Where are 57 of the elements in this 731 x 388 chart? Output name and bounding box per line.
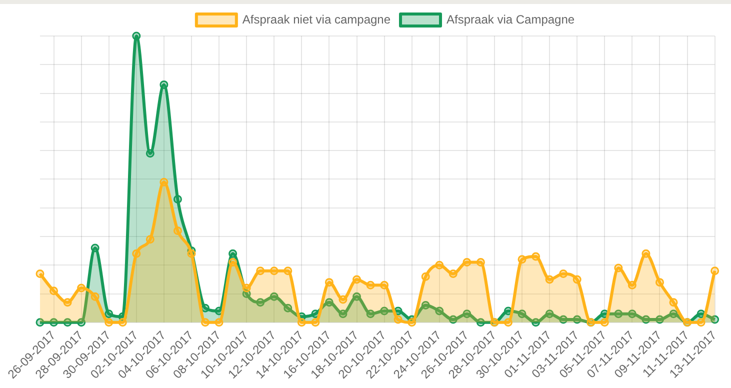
point	[408, 318, 416, 327]
point	[146, 149, 154, 158]
legend-label: Afspraak via Campagne	[446, 12, 575, 26]
point	[559, 269, 568, 278]
point	[50, 286, 58, 296]
point	[284, 266, 292, 276]
point	[518, 255, 526, 264]
point	[173, 226, 182, 236]
point	[710, 266, 720, 276]
point	[435, 260, 444, 270]
point	[366, 280, 375, 290]
point	[352, 275, 361, 284]
point	[545, 275, 554, 284]
point	[104, 318, 114, 327]
point	[173, 195, 182, 204]
point	[669, 298, 678, 307]
point	[214, 318, 224, 327]
legend-label: Afspraak niet via campagne	[242, 12, 391, 26]
point	[201, 304, 210, 312]
point	[448, 269, 458, 278]
point	[36, 269, 44, 278]
point	[104, 310, 114, 318]
point	[160, 178, 168, 186]
point	[311, 318, 320, 327]
point	[504, 318, 512, 327]
point	[324, 278, 334, 287]
point	[132, 32, 141, 40]
point	[572, 275, 582, 284]
point	[297, 318, 306, 327]
point	[394, 315, 402, 324]
point	[270, 266, 278, 276]
point	[63, 298, 72, 307]
point	[201, 318, 210, 327]
point	[532, 252, 540, 261]
point	[160, 80, 168, 89]
point	[187, 249, 196, 258]
point	[421, 272, 430, 281]
point	[77, 284, 86, 292]
point	[228, 258, 238, 267]
point	[242, 284, 251, 292]
point	[628, 280, 636, 290]
point	[696, 318, 706, 327]
point	[380, 280, 389, 290]
point	[338, 295, 348, 304]
point	[146, 235, 154, 244]
point	[655, 278, 664, 287]
point	[118, 318, 127, 327]
point	[90, 292, 100, 301]
point	[600, 318, 609, 327]
point	[132, 249, 141, 258]
point	[228, 249, 238, 258]
point	[256, 266, 265, 276]
point	[614, 264, 623, 272]
point	[90, 244, 100, 252]
point	[462, 258, 472, 267]
point	[642, 249, 650, 258]
point	[476, 258, 485, 267]
